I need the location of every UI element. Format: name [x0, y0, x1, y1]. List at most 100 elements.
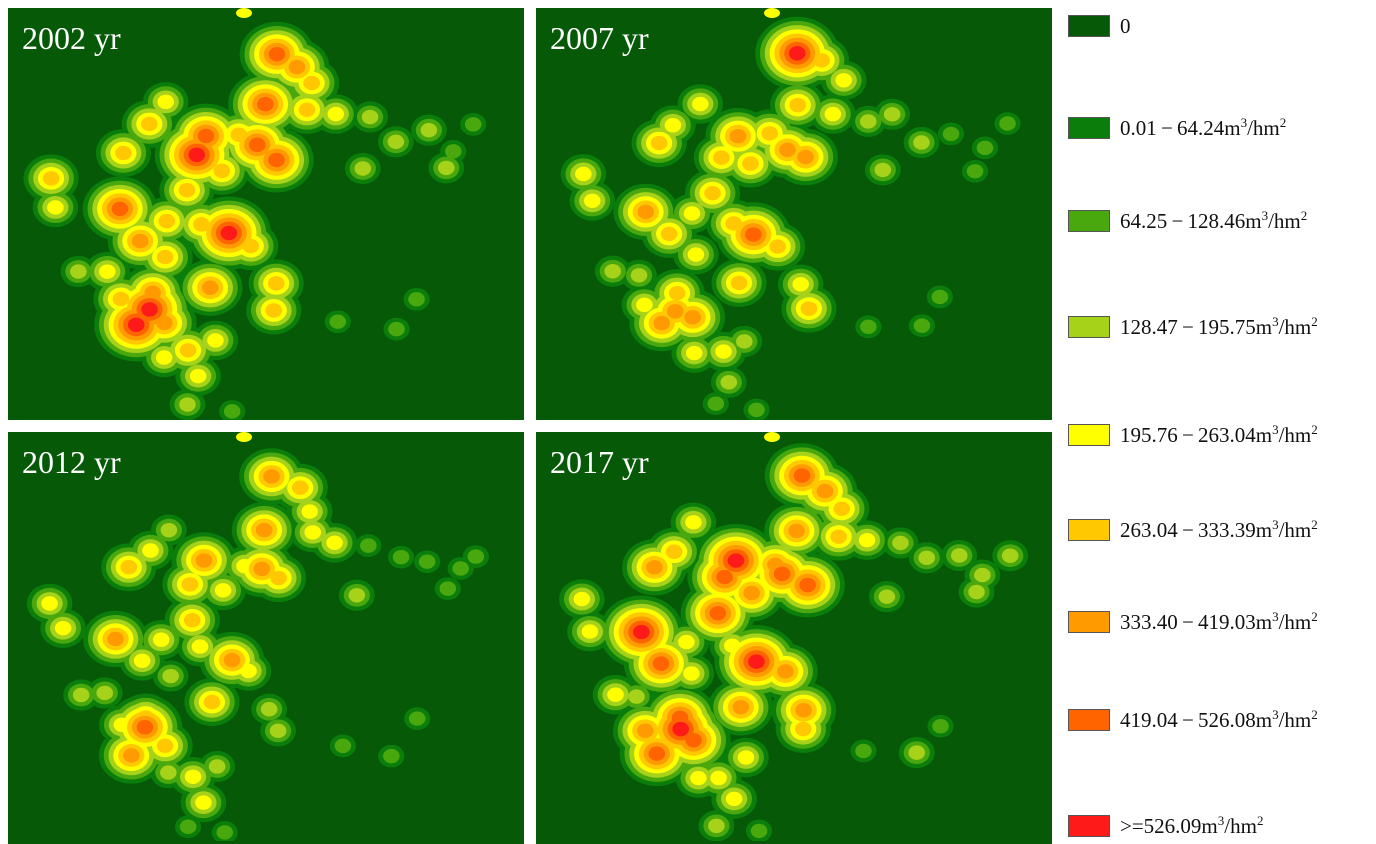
- panel-year-label: 2002 yr: [22, 20, 121, 56]
- density-blob: [736, 334, 753, 349]
- density-blob: [387, 134, 405, 150]
- density-blob: [298, 102, 316, 118]
- density-blob: [223, 404, 241, 419]
- density-blob: [729, 128, 747, 144]
- density-blob: [388, 321, 405, 337]
- density-blob: [348, 588, 366, 603]
- legend-item-3: 128.47 − 195.75m3/hm2: [1068, 312, 1318, 342]
- density-blob: [179, 397, 196, 412]
- legend-label: >=526.09m3/hm2: [1120, 812, 1264, 838]
- density-blob: [408, 292, 425, 307]
- density-blob: [908, 745, 926, 760]
- density-blob: [974, 567, 991, 583]
- density-blob: [47, 200, 64, 215]
- density-blob: [329, 314, 347, 329]
- density-blob: [255, 522, 273, 538]
- map-panel-2002: 2002 yr: [8, 8, 524, 420]
- legend-item-8: >=526.09m3/hm2: [1068, 811, 1263, 841]
- density-blob: [189, 368, 207, 384]
- density-blob: [263, 469, 280, 484]
- density-blob: [188, 147, 206, 163]
- density-blob: [636, 297, 653, 313]
- density-blob: [327, 106, 345, 122]
- density-blob: [236, 558, 253, 574]
- legend-swatch: [1068, 424, 1110, 446]
- legend-item-5: 263.04 − 333.39m3/hm2: [1068, 515, 1318, 545]
- legend-swatch: [1068, 210, 1110, 232]
- density-blob: [240, 663, 257, 679]
- density-blob: [303, 75, 320, 91]
- density-blob: [195, 795, 212, 810]
- density-blob: [761, 126, 778, 141]
- density-blob: [133, 653, 151, 668]
- density-blob: [950, 548, 968, 563]
- density-blob: [197, 128, 215, 144]
- density-blob: [178, 182, 196, 198]
- density-blob: [794, 721, 812, 737]
- density-blob: [725, 216, 742, 231]
- density-blob: [158, 213, 176, 229]
- density-blob: [304, 525, 322, 540]
- legend-label: 0.01 − 64.24m3/hm2: [1120, 114, 1287, 140]
- map-panel-2017: 2017 yr: [536, 432, 1052, 844]
- density-blob: [764, 8, 780, 18]
- density-blob: [750, 823, 768, 839]
- density-blob: [464, 117, 482, 132]
- density-blob: [437, 160, 455, 176]
- density-blob: [265, 303, 283, 318]
- legend-label: 64.25 − 128.46m3/hm2: [1120, 207, 1308, 233]
- density-blob: [860, 319, 877, 334]
- density-blob: [707, 396, 725, 411]
- density-blob: [301, 504, 318, 519]
- density-blob: [260, 702, 278, 717]
- density-blob: [268, 152, 285, 168]
- density-blob: [193, 217, 210, 232]
- density-blob: [361, 109, 379, 125]
- density-blob: [270, 570, 287, 586]
- density-blob: [723, 638, 741, 653]
- panel-year-label: 2012 yr: [22, 444, 121, 480]
- density-blob: [575, 166, 592, 182]
- density-blob: [213, 163, 231, 179]
- density-blob: [214, 583, 232, 598]
- density-blob: [716, 569, 733, 585]
- density-blob: [439, 581, 457, 596]
- density-blob: [683, 666, 700, 681]
- density-blob: [223, 652, 241, 668]
- density-blob: [966, 164, 984, 179]
- density-blob: [976, 140, 994, 156]
- density-blob: [748, 654, 765, 669]
- legend: 0 0.01 − 64.24m3/hm2 64.25 − 128.46m3/hm…: [1068, 0, 1368, 841]
- density-blob: [742, 156, 759, 171]
- panel-year-label: 2007 yr: [550, 20, 649, 56]
- density-blob: [267, 276, 285, 291]
- density-blob: [788, 523, 805, 539]
- density-blob: [360, 538, 377, 553]
- legend-label: 263.04 − 333.39m3/hm2: [1120, 516, 1318, 542]
- density-blob: [136, 720, 154, 735]
- density-blob: [181, 577, 199, 592]
- density-blob: [878, 589, 896, 604]
- density-blob: [152, 632, 170, 647]
- density-blob: [835, 73, 852, 88]
- density-blob: [931, 289, 949, 305]
- density-blob: [737, 750, 755, 765]
- density-blob: [833, 501, 851, 516]
- density-blob: [672, 721, 689, 737]
- legend-label: 0: [1120, 13, 1131, 38]
- density-blob: [179, 819, 197, 834]
- density-blob: [230, 127, 248, 142]
- density-blob: [201, 280, 219, 295]
- legend-label: 128.47 − 195.75m3/hm2: [1120, 313, 1318, 339]
- legend-item-4: 195.76 − 263.04m3/hm2: [1068, 420, 1318, 450]
- density-blob: [157, 94, 175, 110]
- density-blob: [683, 206, 701, 221]
- density-blob: [444, 144, 462, 159]
- density-blob: [720, 375, 738, 390]
- density-blob: [607, 687, 624, 702]
- density-blob: [1001, 548, 1019, 563]
- legend-swatch: [1068, 815, 1110, 837]
- density-blob: [789, 97, 807, 113]
- density-blob: [859, 114, 877, 129]
- density-blob: [418, 554, 436, 569]
